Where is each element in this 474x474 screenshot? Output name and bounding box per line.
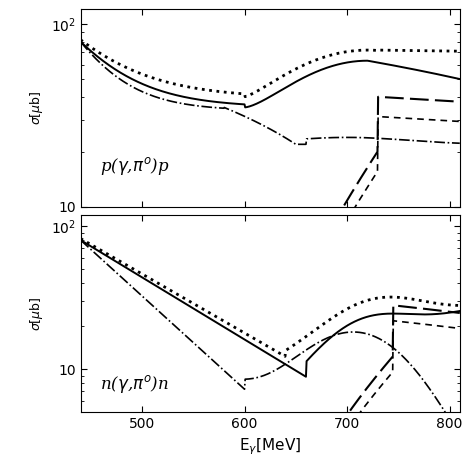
Y-axis label: $\sigma$[$\mu$b]: $\sigma$[$\mu$b] [28,91,45,126]
Text: n($\gamma$,$\pi^{o}$)n: n($\gamma$,$\pi^{o}$)n [100,373,168,395]
Y-axis label: $\sigma$[$\mu$b]: $\sigma$[$\mu$b] [28,296,45,331]
Text: p($\gamma$,$\pi^{o}$)p: p($\gamma$,$\pi^{o}$)p [100,155,169,177]
X-axis label: E$_{\gamma}$[MeV]: E$_{\gamma}$[MeV] [239,437,301,457]
